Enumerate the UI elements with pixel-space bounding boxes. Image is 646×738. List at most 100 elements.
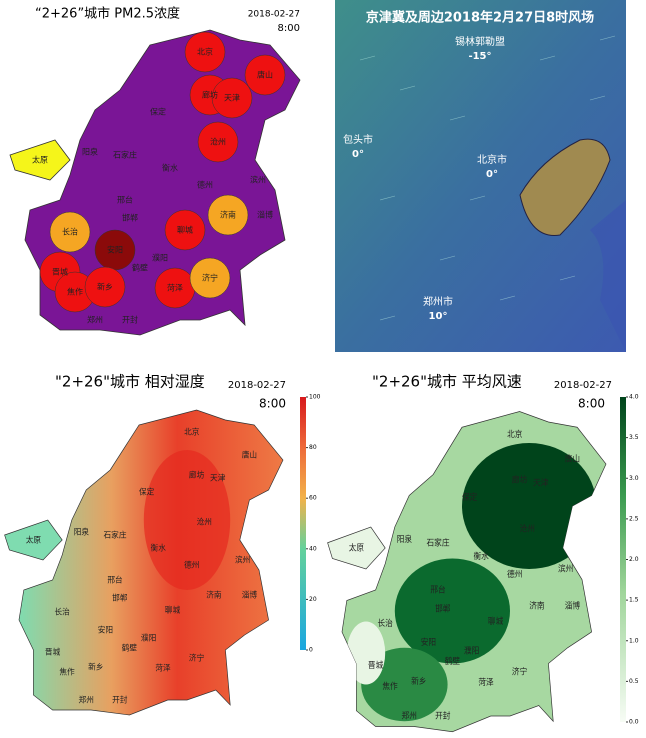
- city-label: 聊城: [177, 226, 193, 235]
- city-label: 鹤壁: [132, 263, 148, 273]
- humid-core: [143, 450, 231, 590]
- city-label: 焦作: [59, 666, 75, 676]
- city-label: 石家庄: [113, 150, 137, 160]
- colorbar-tick-label: 0.0: [629, 719, 639, 726]
- warm-area: [519, 138, 611, 236]
- colorbar-tick-label: 1.5: [629, 597, 639, 604]
- city-label: 天津: [224, 93, 240, 103]
- taiyuan-area: [4, 519, 63, 561]
- city-label: 衡水: [162, 163, 178, 173]
- city-label: 邯郸: [112, 592, 128, 602]
- temperature: 0°: [486, 169, 498, 180]
- city-label: 德州: [184, 559, 199, 569]
- city-label: 焦作: [67, 287, 83, 297]
- time: 8:00: [278, 23, 300, 34]
- city-label: 保定: [462, 492, 477, 502]
- colorbar-tick-label: 60: [309, 495, 317, 502]
- title: 京津冀及周边2018年2月27日8时风场: [366, 10, 594, 26]
- city-label: 唐山: [242, 449, 257, 459]
- city-label: 郑州: [79, 694, 94, 704]
- city-label: 保定: [150, 107, 166, 117]
- city-label: 郑州: [402, 710, 417, 720]
- colorbar-tick-label: 4.0: [629, 394, 639, 401]
- city-label: 济宁: [189, 652, 205, 662]
- city-label: 阳泉: [74, 526, 90, 536]
- date: 2018-02-27: [554, 380, 612, 391]
- city-label: 菏泽: [155, 662, 171, 672]
- city-label: 滨州: [235, 554, 250, 564]
- city-label: 濮阳: [152, 253, 168, 263]
- city-label: 济宁: [512, 666, 527, 676]
- city-label: 菏泽: [478, 677, 493, 687]
- city-label: 安阳: [421, 637, 436, 647]
- colorbar-tick-label: 0.5: [629, 678, 639, 685]
- place-name: 北京市: [477, 153, 507, 166]
- colorbar: [300, 397, 306, 650]
- city-area: [164, 209, 206, 251]
- city-label: 石家庄: [426, 537, 449, 547]
- place-name: 郑州市: [423, 295, 453, 308]
- colorbar-tick-label: 80: [309, 444, 317, 451]
- city-label: 鹤壁: [445, 656, 460, 666]
- city-label: 邯郸: [435, 603, 450, 613]
- city-label: 沧州: [197, 516, 212, 526]
- city-label: 廊坊: [202, 90, 218, 100]
- city-label: 长治: [62, 227, 78, 237]
- city-label: 安阳: [107, 245, 123, 255]
- temperature: 10°: [429, 311, 448, 322]
- city-label: 邢台: [430, 584, 445, 594]
- city-label: 开封: [122, 315, 138, 325]
- city-area: [84, 266, 126, 308]
- title: "2+26"城市 相对湿度: [55, 373, 205, 391]
- colorbar: [620, 397, 626, 722]
- colorbar-tick-label: 3.0: [629, 475, 639, 482]
- city-label: 安阳: [98, 624, 114, 634]
- city-area: [197, 121, 239, 163]
- colorbar-tick-label: 3.5: [629, 434, 639, 441]
- wind-speed-fill: [346, 443, 597, 722]
- colorbar-tick-label: 20: [309, 596, 317, 603]
- city-label: 济南: [220, 210, 236, 220]
- city-label: 晋城: [368, 661, 383, 670]
- colorbar-tick-label: 40: [309, 545, 317, 552]
- city-area: [189, 257, 231, 299]
- city-label: 衡水: [474, 551, 489, 561]
- city-area: [244, 54, 286, 96]
- city-label: 廊坊: [189, 469, 205, 479]
- city-label: 济南: [529, 600, 544, 610]
- city-label: 邯郸: [122, 213, 138, 223]
- temperature: -15°: [468, 51, 491, 62]
- city-label: 聊城: [488, 617, 503, 626]
- city-label: 开封: [112, 694, 128, 704]
- city-label: 滨州: [250, 175, 266, 185]
- city-label: 太原: [26, 534, 42, 544]
- city-label: 德州: [507, 569, 522, 579]
- city-label: 太原: [349, 542, 364, 552]
- city-label: 衡水: [151, 542, 167, 552]
- city-label: 廊坊: [512, 474, 527, 484]
- city-label: 鹤壁: [122, 642, 138, 652]
- city-label: 长治: [378, 618, 393, 628]
- sea: [590, 200, 626, 352]
- city-label: 聊城: [165, 605, 181, 614]
- city-area: [49, 211, 91, 253]
- city-label: 北京: [507, 429, 522, 439]
- city-label: 淄博: [565, 600, 580, 610]
- city-label: 淄博: [257, 210, 273, 220]
- city-label: 晋城: [52, 268, 68, 277]
- city-label: 焦作: [382, 681, 397, 691]
- city-label: 北京: [197, 47, 213, 57]
- wind-streaks: [359, 35, 616, 321]
- city-label: 新乡: [97, 282, 113, 292]
- place-name: 包头市: [343, 133, 373, 146]
- taiyuan-area: [327, 526, 386, 570]
- city-label: 滨州: [558, 563, 573, 573]
- colorbar-tick-label: 1.0: [629, 637, 639, 644]
- place-name: 锡林郭勒盟: [455, 35, 505, 48]
- city-area: [207, 194, 249, 236]
- city-label: 长治: [55, 606, 71, 616]
- city-label: 唐山: [565, 453, 580, 463]
- temperature: 0°: [352, 149, 364, 160]
- city-label: 沧州: [210, 137, 226, 147]
